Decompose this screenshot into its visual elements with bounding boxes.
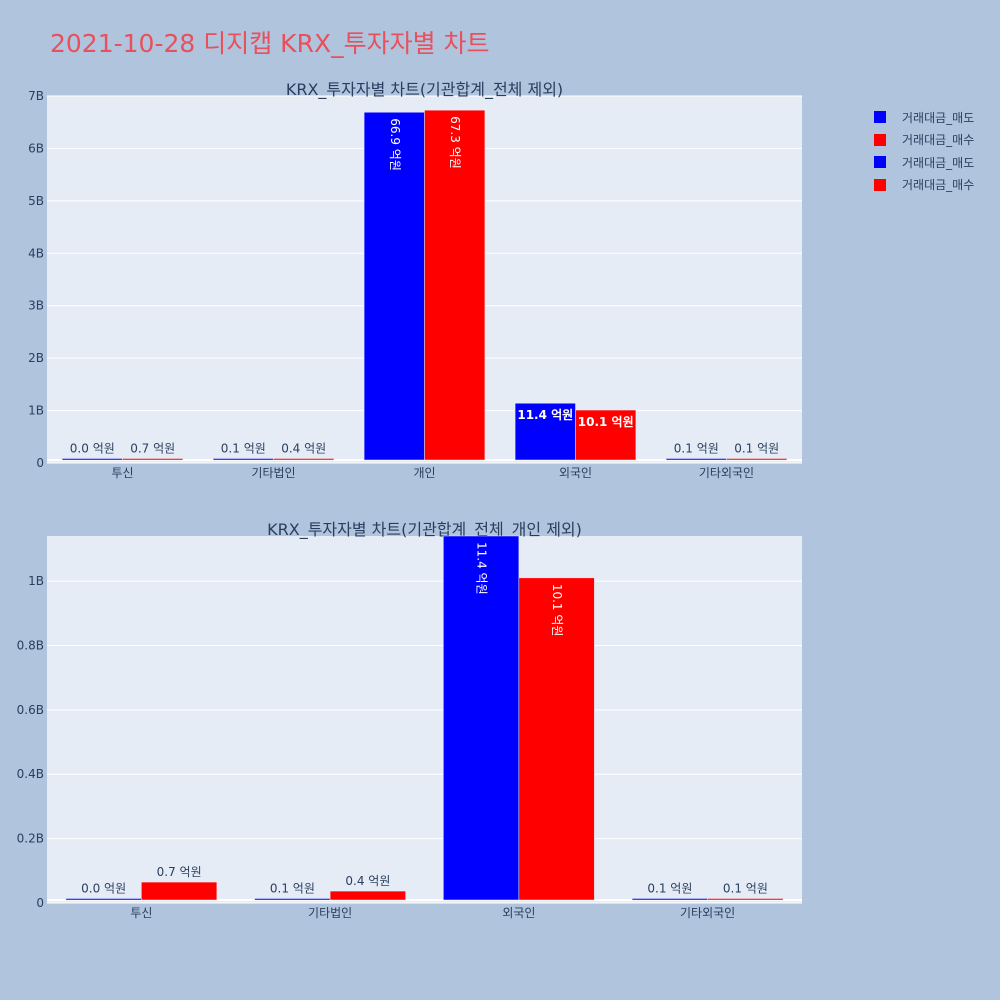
data-label: 10.1 억원 [578,415,634,429]
y-tick-label: 5B [28,194,44,208]
bar [122,458,184,461]
bar [61,458,123,461]
bar [443,535,520,901]
bar [212,458,274,461]
chart-1-group: 0 1B 2B 3B 4B 5B 6B 7B KRX_투자자별 차트(기관합계_전체 제외) 투신… [28,80,802,480]
bar [518,577,595,901]
y-tick-label: 0.4B [17,767,44,781]
x-tick-label: 기타외국인 [680,906,735,920]
legend-item-sell[interactable]: 거래대금_매도 [874,106,974,129]
legend-label: 거래대금_매도 [902,110,975,125]
chart-title: KRX_투자자별 차트(기관합계_전체 제외) [286,80,563,100]
y-tick-label: 1B [28,404,44,418]
data-label: 0.4 억원 [281,442,326,456]
y-tick-label: 0 [36,896,44,910]
legend-swatch [874,133,886,146]
legend-swatch [874,178,886,191]
bar [329,890,406,901]
y-tick-label: 1B [28,574,44,588]
bar [575,409,637,461]
legend-swatch [874,111,886,124]
legend-swatch [874,156,886,169]
legend-item-buy[interactable]: 거래대금_매수 [874,174,974,197]
data-label: 0.1 억원 [270,882,315,896]
y-tick-label: 2B [28,351,44,365]
data-label: 67.3 억원 [448,116,462,169]
data-label: 11.4 억원 [517,408,573,422]
legend-label: 거래대금_매수 [902,178,975,193]
data-label: 0.1 억원 [647,881,692,895]
chart-title: KRX_투자자별 차트(기관합계_전체_개인 제외) [267,520,582,540]
data-label: 0.1 억원 [674,442,719,456]
data-label: 0.0 억원 [81,882,126,896]
data-label: 0.1 억원 [723,882,768,896]
chart-2-group: 0 0.2B 0.4B 0.6B 0.8B 1B KRX_투자자별 차트(기관합계_전체_개… [17,520,802,920]
data-label: 0.0 억원 [70,442,115,456]
y-tick-label: 0 [36,456,44,470]
data-label: 0.7 억원 [130,442,175,456]
y-tick-label: 0.2B [17,832,44,846]
legend-label: 거래대금_매수 [902,133,975,148]
y-tick-label: 3B [28,299,44,313]
legend-item-buy[interactable]: 거래대금_매수 [874,129,974,152]
x-tick-label: 투신 [130,906,152,920]
bar [631,898,708,901]
data-label: 0.7 억원 [157,865,202,879]
x-tick-label: 기타외국인 [699,466,754,480]
x-tick-label: 개인 [413,466,435,480]
bar [665,458,727,461]
y-tick-label: 6B [28,141,44,155]
data-label: 0.1 억원 [221,442,266,456]
x-tick-label: 기타법인 [308,906,352,920]
data-label: 66.9 억원 [388,118,402,171]
bar [726,458,788,461]
x-tick-label: 외국인 [559,466,592,480]
bar [273,458,335,461]
y-tick-label: 7B [28,89,44,103]
x-tick-label: 외국인 [502,906,535,920]
x-tick-label: 투신 [111,466,133,480]
legend-label: 거래대금_매도 [902,155,975,170]
plot-area [47,536,802,903]
bar [363,112,425,461]
x-tick-label: 기타법인 [251,466,295,480]
data-label: 0.1 억원 [734,442,779,456]
legend-item-sell[interactable]: 거래대금_매도 [874,151,974,174]
data-label: 10.1 억원 [550,584,564,637]
page-title: 2021-10-28 디지캡 KRX_투자자별 차트 [50,29,490,58]
y-tick-label: 4B [28,246,44,260]
plot-area [47,96,802,463]
bar [707,898,784,901]
data-label: 11.4 억원 [475,542,489,595]
bar [254,898,331,901]
bar [514,402,576,461]
y-tick-label: 0.6B [17,703,44,717]
bar [65,898,142,901]
bar [424,109,486,461]
bar [141,881,218,901]
data-label: 0.4 억원 [345,874,390,888]
y-tick-label: 0.8B [17,638,44,652]
legend: 거래대금_매도 거래대금_매수 거래대금_매도 거래대금_매수 [874,106,974,196]
